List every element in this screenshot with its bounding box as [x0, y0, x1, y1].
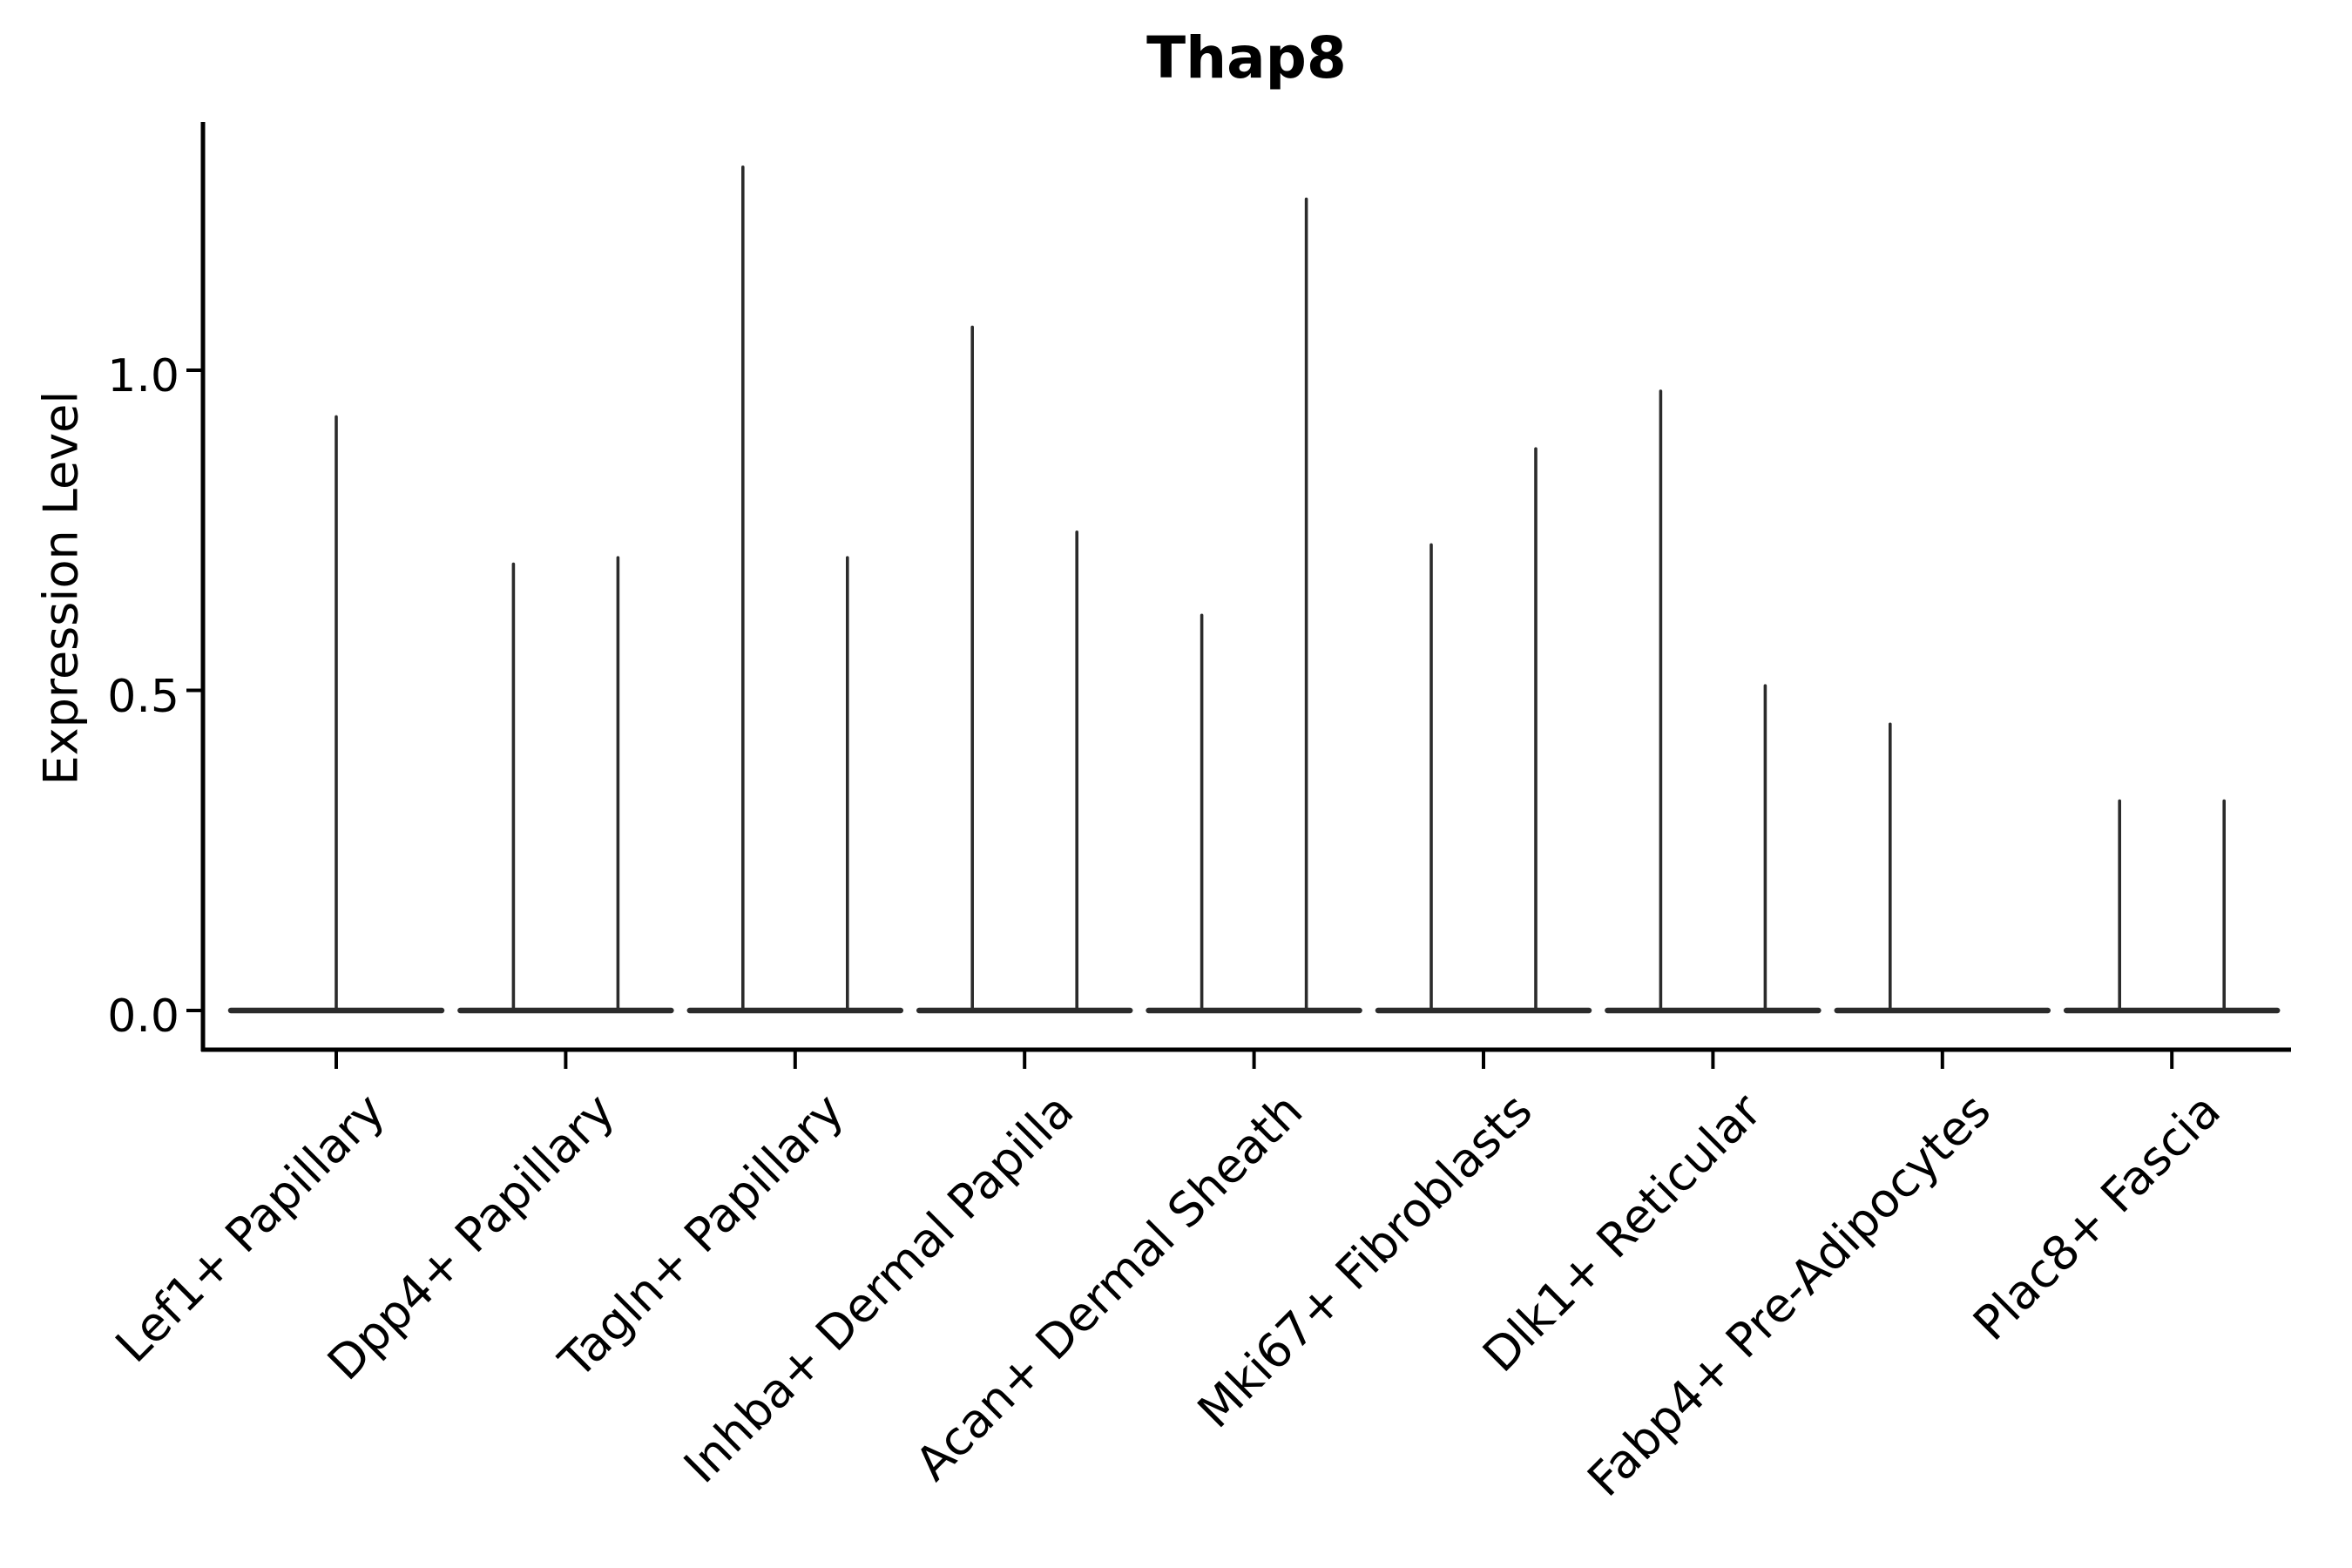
plot-title: Thap8 — [1146, 24, 1347, 91]
y-tick-label: 0.5 — [107, 670, 179, 723]
y-tick-label: 0.0 — [107, 990, 179, 1043]
y-tick-label: 1.0 — [107, 350, 179, 402]
